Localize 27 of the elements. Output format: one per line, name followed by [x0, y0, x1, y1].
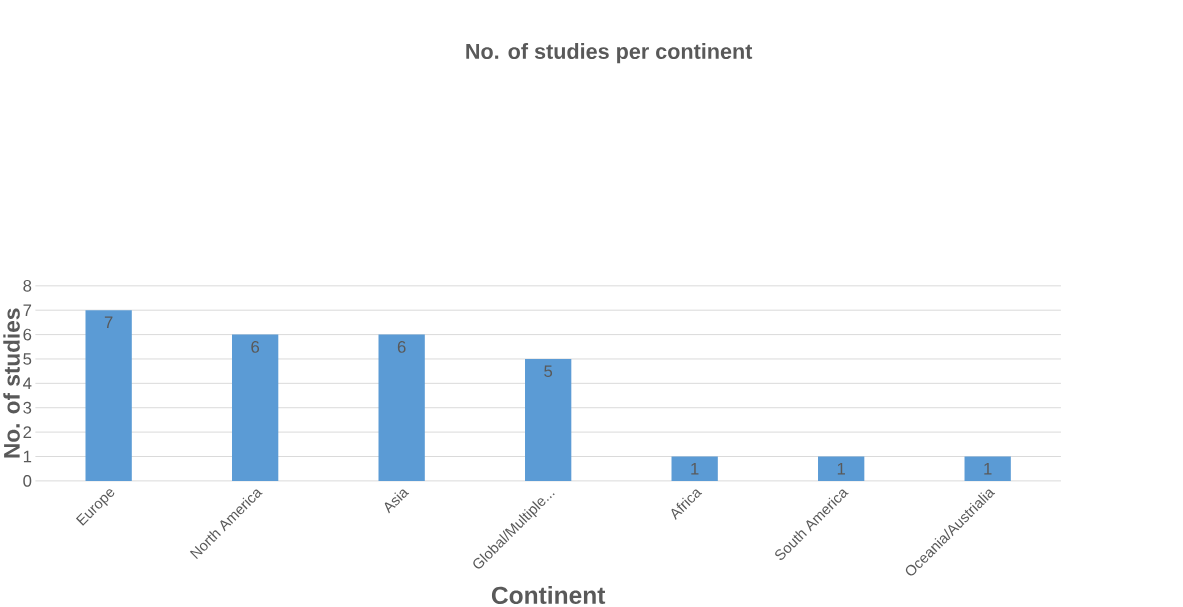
y-tick-label: 7 — [23, 304, 32, 316]
data-label: 6 — [397, 340, 406, 353]
y-tick-label: 2 — [23, 426, 32, 438]
bar — [671, 456, 718, 481]
y-tick-label: 8 — [23, 279, 32, 292]
bar — [378, 334, 425, 481]
data-label: 7 — [104, 316, 113, 328]
y-axis-title: No. of studies — [3, 308, 20, 458]
y-tick-label: 3 — [23, 401, 32, 414]
x-axis-title: Continent — [491, 585, 606, 604]
bar — [525, 358, 572, 481]
y-tick-label: 0 — [23, 474, 32, 487]
data-label: 1 — [691, 462, 699, 475]
data-label: 5 — [544, 365, 553, 377]
bar — [964, 456, 1011, 481]
y-tick-label: 5 — [23, 353, 32, 365]
data-label: 1 — [837, 462, 845, 475]
bar — [818, 456, 865, 481]
bar — [232, 334, 279, 481]
data-label: 6 — [251, 340, 260, 353]
y-tick-label: 6 — [23, 328, 32, 341]
chart-title: No. of studies per continent — [466, 42, 753, 64]
y-tick-label: 1 — [23, 450, 32, 463]
y-tick-label: 4 — [23, 377, 32, 389]
bar — [85, 310, 132, 481]
data-label: 1 — [984, 462, 992, 475]
x-tick-label: Asia — [384, 489, 410, 514]
